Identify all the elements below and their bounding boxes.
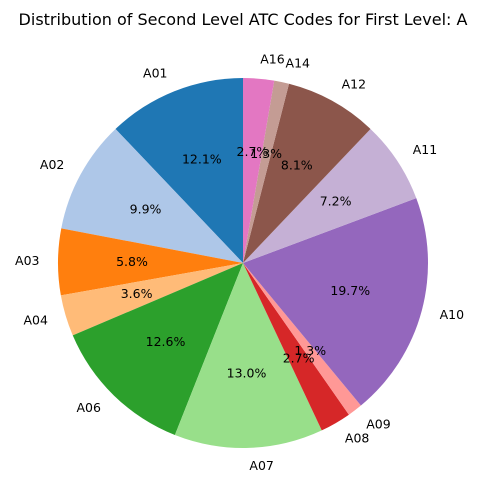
pie-slice-a11 — [243, 128, 417, 263]
pie-slice-a12 — [243, 83, 371, 263]
chart-title: Distribution of Second Level ATC Codes f… — [19, 10, 468, 29]
pie-slice-a16 — [243, 78, 275, 263]
pie-slices — [57, 78, 428, 448]
pie-slice-a09 — [243, 263, 361, 415]
slice-label-a07: A07 — [249, 458, 273, 473]
percent-labels: 12.1%9.9%5.8%3.6%12.6%13.0%2.7%1.3%19.7%… — [116, 144, 370, 381]
slice-percent-a07: 13.0% — [227, 365, 267, 380]
pie-slice-a03 — [57, 228, 243, 296]
slice-percent-a02: 9.9% — [130, 201, 162, 216]
slice-percent-a16: 2.7% — [237, 144, 269, 159]
pie-slice-a14 — [243, 80, 290, 263]
slice-percent-a04: 3.6% — [121, 286, 153, 301]
pie-slice-a10 — [243, 198, 428, 406]
slice-percent-a11: 7.2% — [320, 193, 352, 208]
slice-percent-a10: 19.7% — [330, 283, 370, 298]
slice-percent-a01: 12.1% — [182, 151, 222, 166]
pie-slice-a06 — [72, 263, 243, 436]
slice-label-a11: A11 — [413, 142, 437, 157]
pie-slice-a08 — [243, 263, 349, 431]
slice-label-a10: A10 — [440, 307, 465, 322]
slice-label-a12: A12 — [342, 76, 366, 91]
slice-label-a03: A03 — [15, 253, 39, 268]
slice-label-a16: A16 — [260, 52, 285, 67]
slice-percent-a14: 1.3% — [250, 146, 282, 161]
slice-percent-a06: 12.6% — [146, 334, 186, 349]
slice-label-a06: A06 — [76, 400, 101, 415]
pie-slice-a04 — [60, 263, 244, 336]
slice-percent-a03: 5.8% — [116, 254, 148, 269]
slice-percent-a12: 8.1% — [281, 157, 313, 172]
slice-percent-a09: 1.3% — [294, 343, 326, 358]
pie-slice-a07 — [174, 263, 322, 448]
slice-label-a08: A08 — [345, 431, 370, 446]
pie-slice-a02 — [61, 128, 244, 263]
slice-label-a01: A01 — [143, 66, 167, 81]
slice-percent-a08: 2.7% — [283, 351, 315, 366]
slice-label-a02: A02 — [40, 157, 64, 172]
slice-label-a14: A14 — [286, 55, 311, 70]
pie-slice-a01 — [115, 78, 243, 263]
slice-label-a04: A04 — [23, 313, 48, 328]
slice-label-a09: A09 — [366, 416, 391, 431]
